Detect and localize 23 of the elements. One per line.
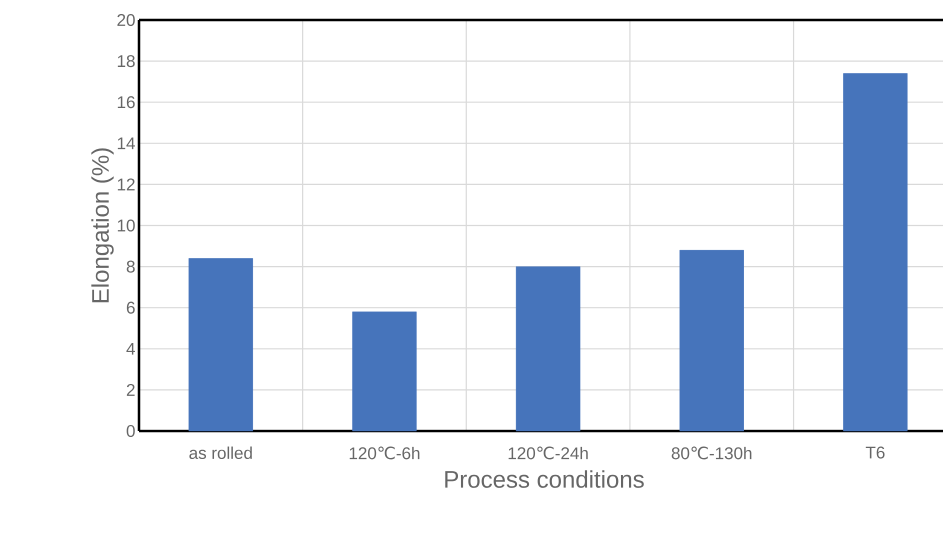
y-tick-label: 2 bbox=[126, 384, 135, 396]
x-tick-label: 80℃-130h bbox=[672, 446, 752, 460]
y-tick-label: 4 bbox=[126, 342, 135, 355]
bar bbox=[352, 312, 417, 432]
y-tick-label: 10 bbox=[118, 219, 135, 232]
x-tick-label: as rolled bbox=[189, 446, 252, 460]
y-tick-label: 12 bbox=[118, 178, 135, 190]
bar bbox=[188, 258, 254, 432]
y-tick-label: 8 bbox=[126, 260, 135, 273]
y-tick-label: 18 bbox=[118, 55, 135, 68]
y-tick-label: 6 bbox=[126, 302, 135, 314]
y-tick-label: 14 bbox=[118, 137, 135, 150]
y-axis-title: Elongation (%) bbox=[91, 148, 114, 302]
bar bbox=[680, 250, 744, 432]
y-tick-label: 16 bbox=[118, 96, 135, 108]
x-tick-label: 120℃-24h bbox=[508, 446, 588, 460]
bar bbox=[843, 73, 908, 432]
bar bbox=[516, 266, 580, 432]
x-tick-label: 120℃-6h bbox=[350, 446, 420, 460]
y-tick-label: 20 bbox=[117, 14, 135, 26]
y-tick-label: 0 bbox=[126, 424, 135, 438]
x-axis-title: Process conditions bbox=[445, 470, 644, 488]
x-tick-label: T6 bbox=[866, 446, 885, 459]
